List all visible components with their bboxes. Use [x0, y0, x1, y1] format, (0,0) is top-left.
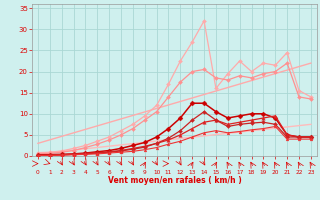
X-axis label: Vent moyen/en rafales ( km/h ): Vent moyen/en rafales ( km/h )	[108, 176, 241, 185]
